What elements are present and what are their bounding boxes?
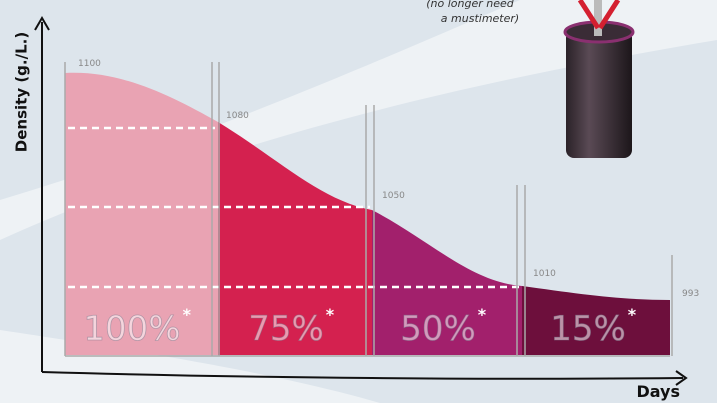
stage-density: 1080: [226, 111, 249, 121]
stage-percent: 100%: [83, 309, 180, 349]
swoosh: [0, 0, 717, 240]
stage-fill: [65, 72, 218, 356]
tube: [566, 30, 632, 158]
stage-marker: *: [183, 305, 192, 324]
stage-marker: *: [326, 305, 335, 324]
note-line: a mustimeter): [441, 12, 519, 25]
cross: [577, 0, 621, 30]
x-arrow: [675, 370, 688, 386]
stage-density: 1050: [382, 191, 405, 201]
stage-density: 1010: [533, 269, 556, 279]
axes: [34, 16, 688, 386]
stage-percent: 75%: [248, 309, 324, 349]
frames: [64, 62, 673, 357]
stage-percent: 15%: [550, 309, 626, 349]
note-line: (no longer need: [426, 0, 515, 10]
y-arrow: [34, 16, 50, 31]
stage-percent: 50%: [400, 309, 476, 349]
stage-marker: *: [478, 305, 487, 324]
hydrometer: [563, 0, 635, 158]
stage-marker: *: [628, 305, 637, 324]
x-axis: [41, 371, 684, 380]
stage-density: 1100: [78, 59, 101, 69]
y-axis-label: Density (g./L.): [13, 32, 31, 152]
final-density: 993: [682, 289, 699, 299]
x-axis-label: Days: [636, 382, 680, 401]
stem: [594, 0, 602, 36]
